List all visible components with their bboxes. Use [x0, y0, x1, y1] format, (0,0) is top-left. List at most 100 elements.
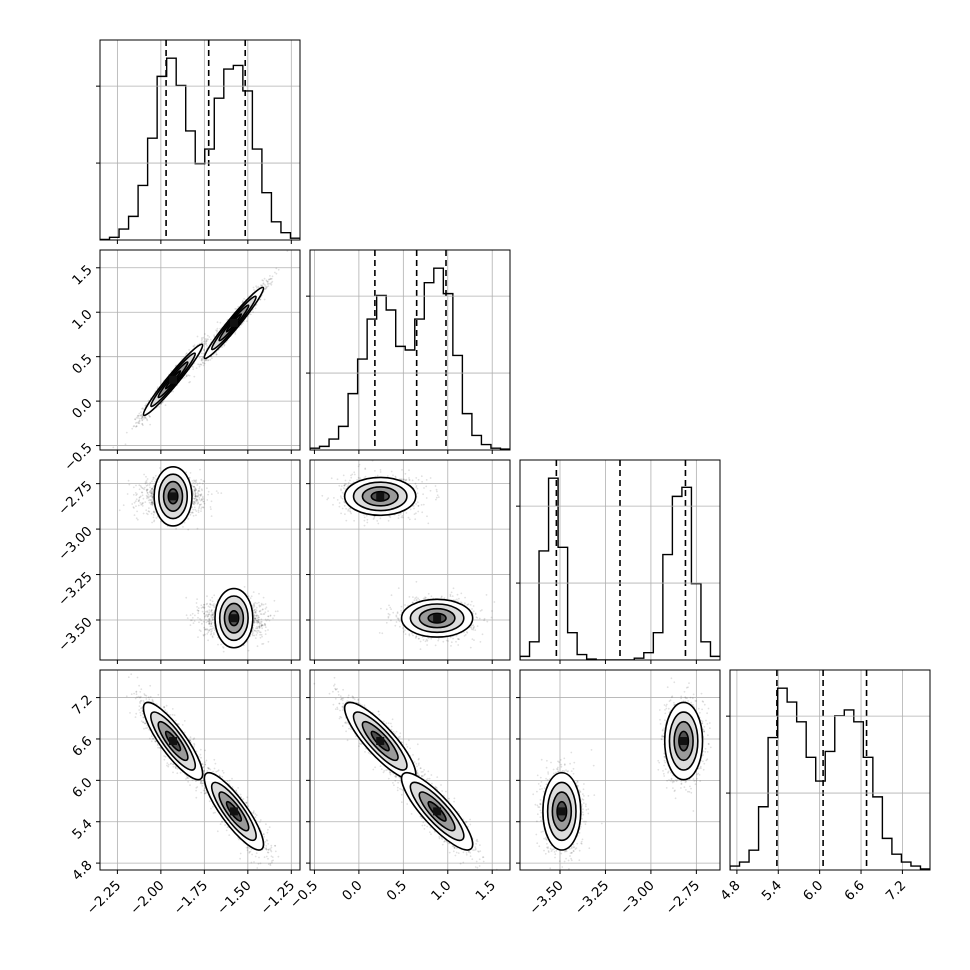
sample-point: [140, 486, 143, 488]
sample-point: [200, 506, 203, 509]
sample-point: [200, 478, 203, 481]
sample-point: [202, 362, 205, 364]
sample-point: [149, 423, 152, 426]
sample-point: [140, 503, 143, 506]
sample-point: [265, 279, 268, 282]
sample-point: [189, 472, 192, 474]
sample-point: [151, 492, 154, 495]
sample-point: [145, 417, 147, 420]
sample-point: [211, 608, 213, 611]
sample-point: [195, 499, 198, 502]
sample-point: [210, 493, 213, 495]
sample-point: [197, 501, 200, 503]
sample-point: [203, 340, 205, 343]
sample-point: [202, 506, 205, 509]
sample-point: [263, 277, 266, 280]
sample-point: [146, 491, 149, 494]
sample-point: [151, 491, 153, 494]
sample-point: [151, 496, 154, 498]
sample-point: [193, 479, 195, 482]
sample-point: [252, 591, 255, 593]
sample-point: [138, 412, 141, 415]
sample-point: [264, 624, 267, 626]
sample-point: [208, 623, 211, 625]
sample-point: [134, 492, 137, 494]
sample-point: [219, 327, 222, 330]
sample-point: [194, 492, 197, 495]
sample-point: [158, 405, 161, 408]
sample-point: [196, 495, 199, 498]
sample-point: [206, 611, 209, 614]
sample-point: [193, 500, 196, 503]
sample-point: [131, 427, 134, 430]
sample-point: [151, 502, 154, 505]
sample-point: [267, 282, 270, 285]
sample-point: [195, 602, 198, 604]
panel-content: [112, 250, 289, 449]
scatter-panel-2-0: [96, 459, 301, 664]
sample-point: [194, 482, 196, 485]
sample-point: [198, 505, 201, 508]
histogram-step: [310, 267, 510, 450]
sample-point: [151, 497, 154, 500]
sample-point: [128, 483, 131, 486]
sample-point: [194, 489, 197, 492]
sample-point: [137, 500, 140, 502]
sample-point: [125, 431, 128, 434]
sample-point: [200, 337, 203, 339]
sample-point: [193, 489, 196, 492]
sample-point: [211, 636, 214, 639]
sample-point: [152, 476, 155, 479]
sample-point: [202, 336, 205, 339]
sample-point: [254, 307, 257, 310]
sample-point: [204, 628, 206, 631]
sample-point: [141, 415, 144, 418]
sample-point: [260, 622, 262, 625]
sample-point: [267, 280, 269, 283]
sample-point: [124, 443, 127, 446]
sample-point: [210, 623, 213, 626]
sample-point: [258, 625, 260, 628]
sample-point: [200, 493, 202, 496]
sample-point: [268, 278, 271, 281]
sample-point: [258, 624, 261, 627]
sample-point: [139, 485, 142, 487]
sample-point: [194, 489, 197, 492]
sample-point: [253, 609, 256, 611]
sample-point: [175, 364, 177, 367]
sample-point: [196, 503, 199, 505]
sample-point: [202, 634, 205, 637]
hist-panel-0: [96, 39, 301, 244]
sample-point: [150, 512, 153, 515]
sample-point: [264, 611, 267, 614]
sample-point: [152, 514, 155, 516]
sample-point: [221, 346, 224, 348]
sample-point: [147, 496, 150, 499]
sample-point: [194, 508, 197, 511]
sample-point: [139, 502, 142, 504]
sample-point: [164, 404, 167, 407]
sample-point: [118, 509, 121, 512]
sample-point: [151, 487, 154, 489]
sample-point: [137, 417, 139, 419]
sample-point: [210, 623, 213, 625]
sample-point: [141, 419, 144, 422]
sample-point: [193, 501, 196, 504]
sample-point: [207, 359, 210, 361]
sample-point: [211, 619, 214, 622]
sample-point: [198, 490, 201, 492]
sample-point: [142, 502, 145, 504]
sample-point: [209, 633, 212, 636]
sample-point: [204, 338, 207, 340]
sample-point: [263, 298, 266, 301]
sample-point: [209, 359, 212, 361]
sample-point: [152, 516, 155, 519]
sample-point: [151, 521, 154, 524]
sample-point: [131, 503, 134, 505]
sample-point: [138, 484, 141, 487]
sample-point: [135, 425, 138, 428]
sample-point: [195, 495, 198, 498]
sample-point: [192, 508, 195, 511]
sample-point: [132, 425, 135, 428]
sample-point: [267, 285, 270, 287]
